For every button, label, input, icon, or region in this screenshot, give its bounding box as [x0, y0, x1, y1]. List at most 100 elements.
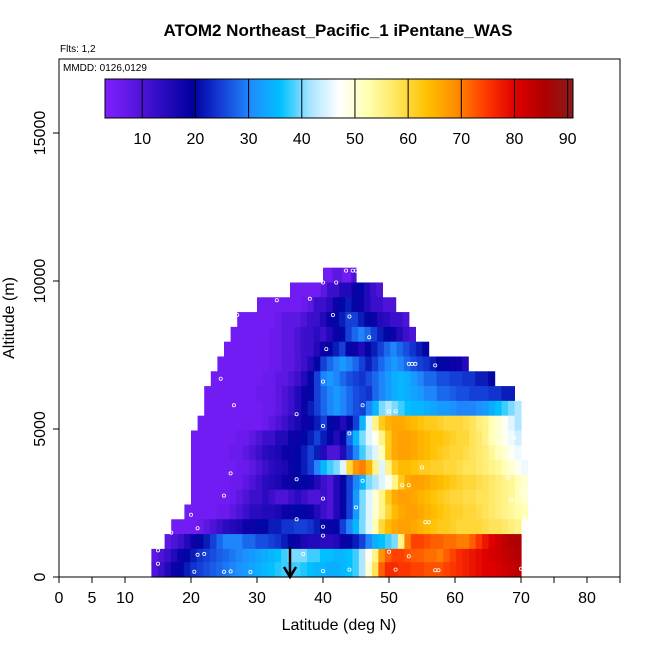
heat-cell [326, 430, 334, 446]
heat-cell [229, 415, 238, 432]
heat-cell [197, 519, 205, 535]
heat-cell [301, 371, 309, 387]
heat-cell [275, 312, 283, 328]
heat-cell [223, 460, 231, 476]
heat-cell [508, 474, 516, 491]
heat-cell [255, 474, 263, 491]
heat-cell [249, 371, 257, 387]
colorbar-tick-label: 90 [559, 131, 577, 148]
heat-cell [363, 282, 371, 298]
heat-cell [384, 548, 392, 565]
heat-cell [397, 562, 405, 578]
heat-cell [378, 460, 386, 476]
heat-cell [488, 534, 496, 550]
heat-cell [333, 282, 340, 298]
heat-cell [378, 562, 386, 578]
heat-cell [320, 430, 328, 446]
heat-cell [378, 534, 386, 550]
heat-cell [275, 504, 283, 520]
heat-cell [404, 445, 412, 461]
heat-cell [333, 534, 341, 550]
heat-cell [404, 562, 412, 578]
heat-cell [210, 415, 218, 432]
heat-cell [495, 474, 503, 491]
heat-cell [275, 400, 283, 417]
heat-cell [262, 504, 270, 520]
heat-cell [456, 445, 464, 461]
heat-cell [301, 356, 309, 372]
heat-cell [326, 312, 334, 328]
heat-cell [417, 445, 425, 461]
heat-cell [268, 445, 276, 461]
heat-cell [327, 267, 334, 284]
heat-cell [261, 519, 269, 535]
heat-cell [371, 534, 380, 550]
heat-cell [190, 519, 198, 535]
heat-cell [384, 356, 392, 372]
heat-cell [359, 489, 367, 506]
heat-cell [255, 519, 263, 535]
heat-cell [378, 519, 386, 535]
heat-cell [383, 297, 390, 313]
heat-cell [222, 548, 230, 565]
heat-cell [281, 489, 289, 506]
heat-cell [183, 562, 191, 578]
heat-cell [230, 326, 238, 343]
heat-cell [242, 400, 251, 417]
dates-label: MMDD: 0126,0129 [63, 63, 147, 74]
heat-cell [514, 430, 522, 446]
heat-cell [508, 489, 516, 506]
heat-cell [456, 562, 464, 578]
heat-cell [357, 282, 365, 298]
heat-cell [301, 400, 309, 417]
heat-cell [274, 534, 282, 550]
heat-cell [488, 400, 496, 417]
heat-cell [249, 326, 257, 343]
heat-cell [339, 519, 347, 535]
heat-cell [501, 562, 509, 578]
heat-cell [352, 415, 360, 432]
heat-cell [164, 534, 172, 550]
heat-cell [326, 474, 334, 491]
heat-cell [417, 562, 425, 578]
heat-cell [462, 371, 470, 387]
heat-cell [488, 562, 496, 578]
heat-cell [443, 504, 451, 520]
heat-cell [365, 400, 373, 417]
heat-cell [501, 415, 509, 432]
heat-cell [249, 445, 257, 461]
heat-cell [307, 430, 315, 446]
x-tick-label: 0 [55, 590, 64, 607]
heat-cell [423, 504, 432, 520]
heat-cell [170, 548, 178, 565]
heat-cell [151, 562, 159, 578]
y-tick-label: 10000 [32, 259, 49, 304]
heat-cell [203, 548, 211, 565]
heat-cell [281, 341, 289, 358]
heat-cell [482, 445, 490, 461]
heat-cell [423, 386, 431, 402]
heat-cell [521, 460, 529, 476]
heat-cell [443, 445, 451, 461]
heat-cell [301, 460, 309, 476]
heat-cell [404, 548, 412, 565]
heat-cell [249, 460, 257, 476]
heat-cell [482, 548, 490, 565]
heat-cell [313, 504, 321, 520]
heat-cell [488, 371, 496, 387]
heat-cell [242, 386, 251, 402]
heat-cell [430, 474, 438, 491]
heat-cell [482, 489, 490, 506]
heat-cell [339, 445, 347, 461]
heat-cell [294, 519, 302, 535]
heat-cell [475, 534, 483, 550]
heat-cell [210, 504, 218, 520]
heat-cell [210, 430, 218, 446]
heat-cell [462, 445, 470, 461]
colorbar-tick-label: 30 [240, 131, 258, 148]
heat-cell [333, 519, 341, 535]
sample-point [406, 483, 411, 488]
heat-cell [417, 415, 425, 432]
heat-cell [462, 519, 470, 535]
x-tick-label: 30 [248, 590, 266, 607]
